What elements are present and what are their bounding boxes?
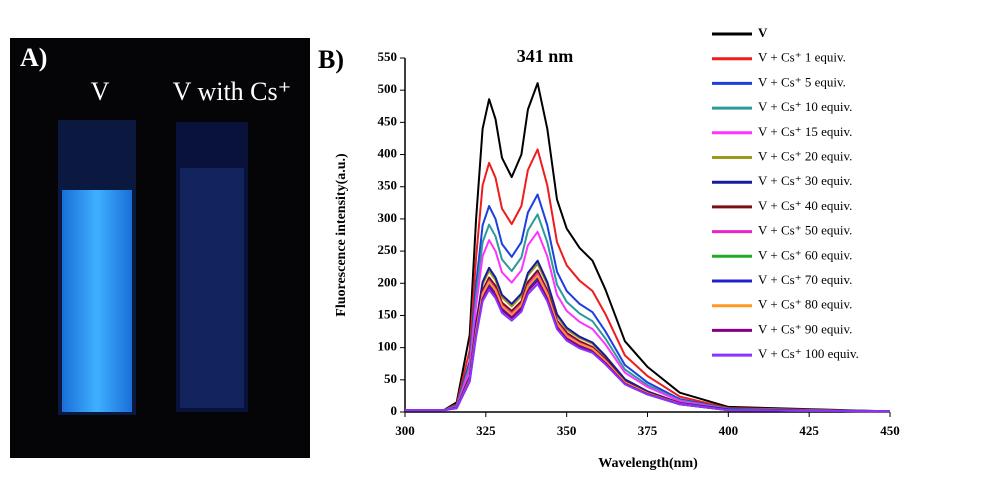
- series-line: [405, 82, 891, 413]
- caption: V with Cs⁺: [173, 77, 292, 106]
- y-tick-label: 250: [378, 242, 398, 257]
- y-tick-label: 150: [378, 306, 398, 321]
- x-tick-label: 425: [799, 423, 819, 438]
- series-line: [405, 282, 891, 413]
- series-line: [405, 230, 891, 413]
- y-tick-label: 300: [378, 210, 398, 225]
- cuvette-right-glow: [180, 168, 244, 408]
- x-tick-label: 400: [719, 423, 739, 438]
- x-tick-label: 300: [395, 423, 415, 438]
- x-tick-label: 375: [638, 423, 658, 438]
- y-tick-label: 50: [384, 371, 397, 386]
- y-tick-label: 500: [378, 81, 398, 96]
- x-axis-label: Wavelength(nm): [598, 456, 698, 471]
- legend-label: V + Cs⁺ 40 equiv.: [758, 198, 852, 213]
- cuvette-left-glow: [62, 190, 132, 412]
- annotation: 341 nm: [517, 46, 574, 66]
- series-line: [405, 148, 891, 413]
- x-tick-label: 450: [880, 423, 900, 438]
- y-tick-label: 450: [378, 113, 398, 128]
- y-tick-label: 200: [378, 274, 398, 289]
- legend-label: V + Cs⁺ 20 equiv.: [758, 148, 852, 163]
- legend-label: V + Cs⁺ 50 equiv.: [758, 223, 852, 238]
- legend-label: V + Cs⁺ 15 equiv.: [758, 124, 852, 139]
- legend-label: V + Cs⁺ 90 equiv.: [758, 321, 852, 336]
- y-axis-label: Fluorescence intensity(a.u.): [334, 153, 349, 317]
- panel-label: B): [318, 45, 344, 74]
- x-tick-label: 350: [557, 423, 577, 438]
- y-tick-label: 100: [378, 339, 398, 354]
- panel-label: A): [20, 43, 47, 72]
- y-tick-label: 350: [378, 178, 398, 193]
- legend-label: V + Cs⁺ 60 equiv.: [758, 247, 852, 262]
- y-tick-label: 550: [378, 49, 398, 64]
- legend-label: V + Cs⁺ 5 equiv.: [758, 74, 846, 89]
- legend-label: V + Cs⁺ 70 equiv.: [758, 272, 852, 287]
- y-tick-label: 400: [378, 146, 398, 161]
- legend-label: V + Cs⁺ 1 equiv.: [758, 50, 846, 65]
- legend-label: V: [758, 25, 768, 40]
- legend-label: V + Cs⁺ 30 equiv.: [758, 173, 852, 188]
- x-tick-label: 325: [476, 423, 496, 438]
- caption: V: [91, 77, 110, 106]
- legend-label: V + Cs⁺ 100 equiv.: [758, 346, 859, 361]
- y-tick-label: 0: [391, 403, 398, 418]
- legend-label: V + Cs⁺ 80 equiv.: [758, 297, 852, 312]
- legend-label: V + Cs⁺ 10 equiv.: [758, 99, 852, 114]
